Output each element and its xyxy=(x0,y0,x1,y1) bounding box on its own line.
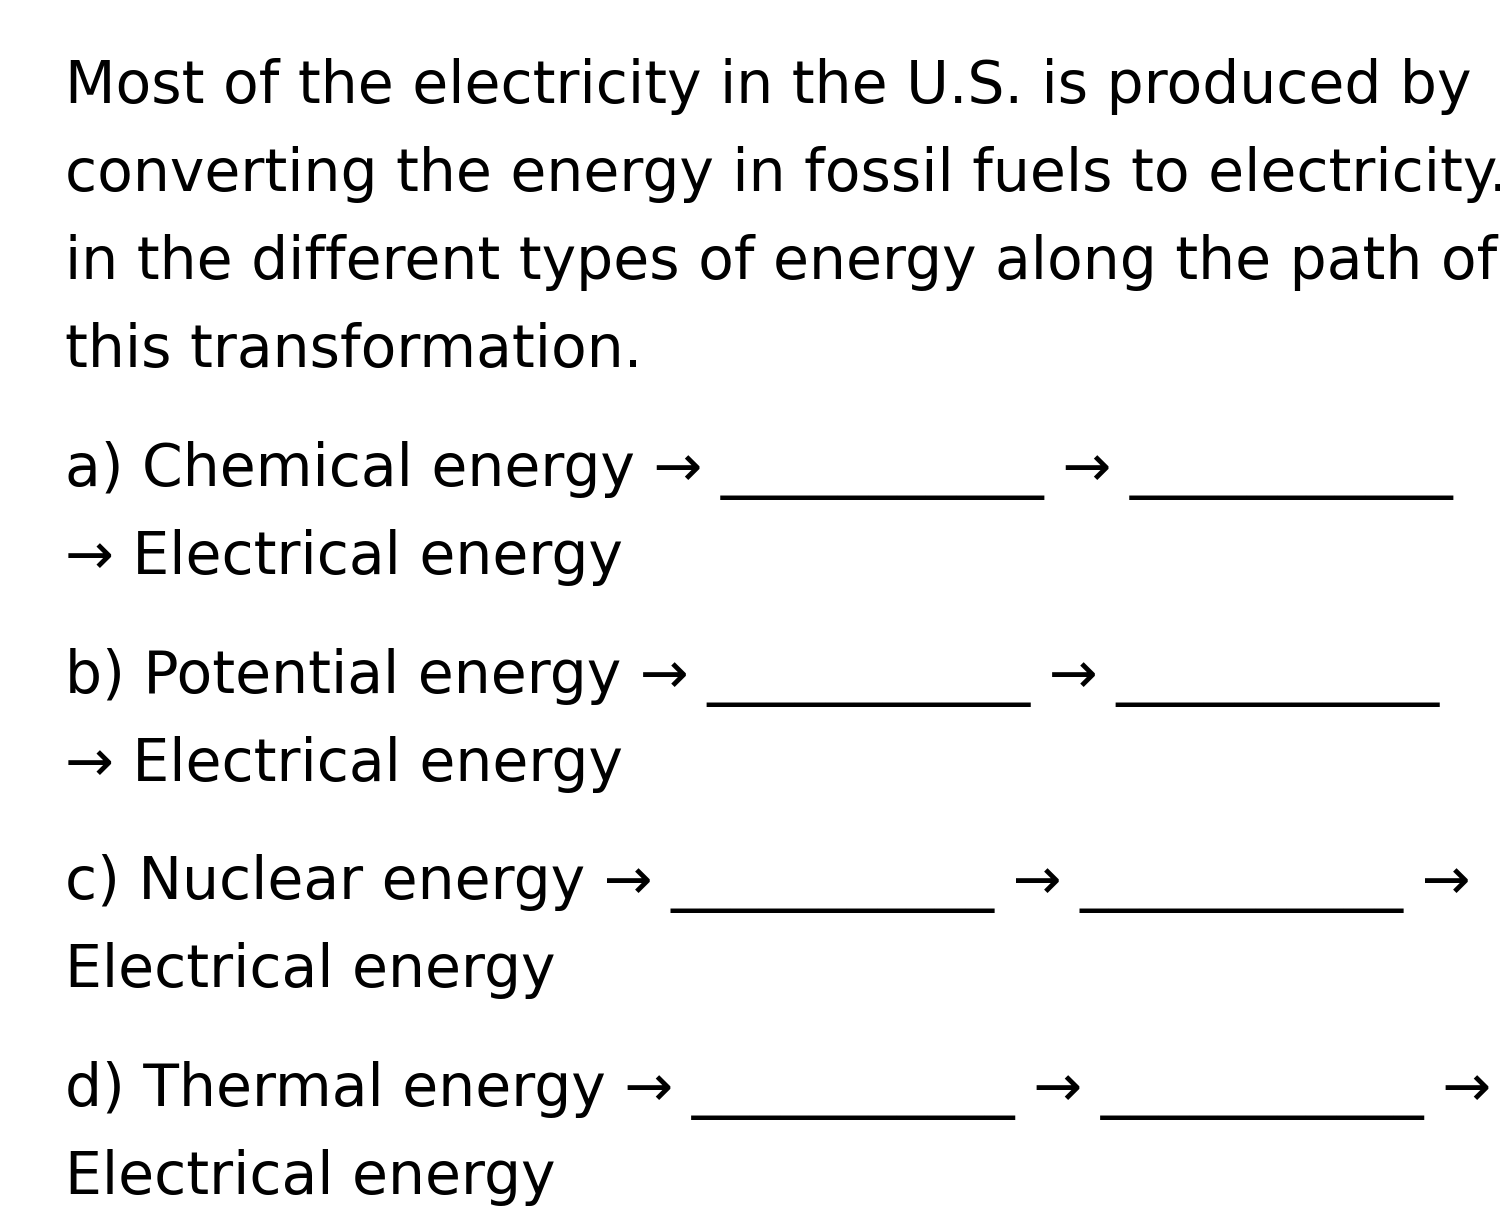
Text: converting the energy in fossil fuels to electricity. Fill: converting the energy in fossil fuels to… xyxy=(64,146,1500,203)
Text: Electrical energy: Electrical energy xyxy=(64,1149,555,1206)
Text: Electrical energy: Electrical energy xyxy=(64,942,555,1000)
Text: c) Nuclear energy → ___________ → ___________ →: c) Nuclear energy → ___________ → ______… xyxy=(64,855,1470,913)
Text: this transformation.: this transformation. xyxy=(64,322,642,379)
Text: Most of the electricity in the U.S. is produced by: Most of the electricity in the U.S. is p… xyxy=(64,58,1472,116)
Text: → Electrical energy: → Electrical energy xyxy=(64,529,622,586)
Text: b) Potential energy → ___________ → ___________: b) Potential energy → ___________ → ____… xyxy=(64,648,1440,706)
Text: → Electrical energy: → Electrical energy xyxy=(64,736,622,793)
Text: in the different types of energy along the path of: in the different types of energy along t… xyxy=(64,233,1497,291)
Text: a) Chemical energy → ___________ → ___________: a) Chemical energy → ___________ → _____… xyxy=(64,441,1454,500)
Text: d) Thermal energy → ___________ → ___________ →: d) Thermal energy → ___________ → ______… xyxy=(64,1062,1491,1120)
